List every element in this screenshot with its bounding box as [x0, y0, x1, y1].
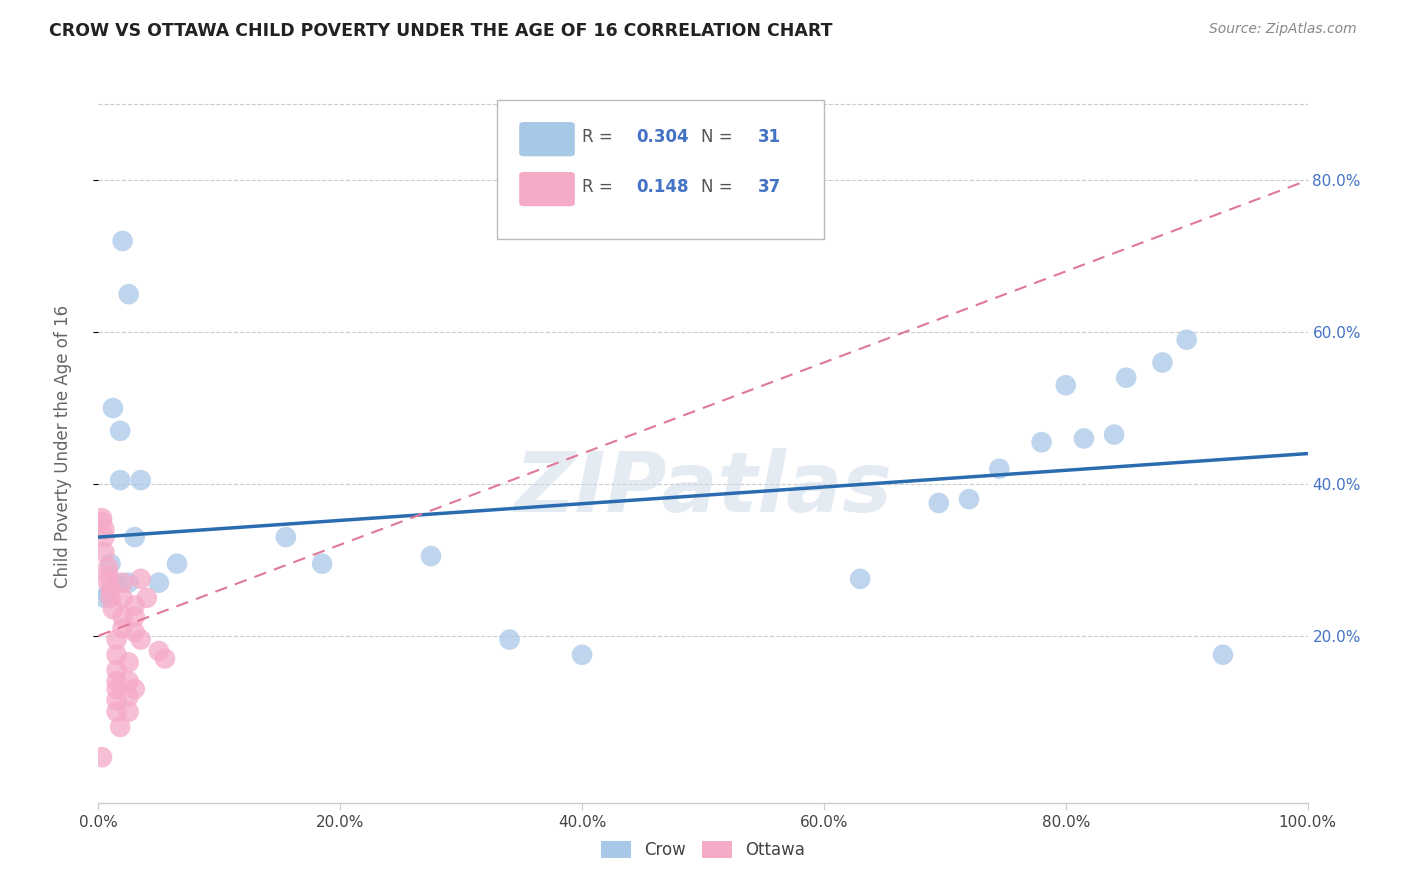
Point — [274, 530, 297, 544]
Text: 0.304: 0.304 — [637, 128, 689, 146]
Legend: Crow, Ottawa: Crow, Ottawa — [593, 834, 813, 866]
Y-axis label: Child Poverty Under the Age of 16: Child Poverty Under the Age of 16 — [53, 304, 72, 588]
Text: N =: N = — [700, 178, 738, 196]
Point — [153, 651, 176, 665]
Text: 0.148: 0.148 — [637, 178, 689, 196]
Point — [129, 572, 152, 586]
Point — [97, 568, 120, 582]
Text: ZIPatlas: ZIPatlas — [515, 449, 891, 529]
Point — [1152, 355, 1174, 369]
Point — [118, 287, 141, 301]
Point — [118, 674, 141, 689]
Point — [108, 424, 131, 438]
FancyBboxPatch shape — [519, 122, 575, 156]
Text: N =: N = — [700, 128, 738, 146]
Point — [97, 560, 120, 574]
Point — [311, 557, 333, 571]
Text: R =: R = — [582, 128, 619, 146]
Point — [91, 511, 114, 525]
FancyBboxPatch shape — [498, 100, 824, 239]
Point — [105, 575, 128, 590]
Point — [97, 587, 120, 601]
Point — [105, 674, 128, 689]
Point — [124, 681, 146, 696]
Point — [111, 609, 134, 624]
Point — [166, 557, 188, 571]
Point — [97, 575, 120, 590]
Point — [118, 656, 141, 670]
Point — [849, 572, 872, 586]
Point — [129, 473, 152, 487]
Point — [93, 591, 115, 605]
Point — [111, 234, 134, 248]
Point — [100, 583, 122, 598]
Point — [571, 648, 593, 662]
Text: Source: ZipAtlas.com: Source: ZipAtlas.com — [1209, 22, 1357, 37]
Point — [100, 591, 122, 605]
Point — [124, 599, 146, 613]
Point — [988, 462, 1011, 476]
Text: R =: R = — [582, 178, 623, 196]
Point — [1175, 333, 1198, 347]
Point — [1212, 648, 1234, 662]
Point — [91, 515, 114, 529]
Point — [111, 591, 134, 605]
Text: 31: 31 — [758, 128, 780, 146]
Point — [105, 632, 128, 647]
Point — [1054, 378, 1077, 392]
Point — [957, 492, 980, 507]
Point — [124, 625, 146, 640]
Point — [1031, 435, 1053, 450]
Point — [93, 545, 115, 559]
Point — [118, 705, 141, 719]
Point — [928, 496, 950, 510]
Point — [111, 575, 134, 590]
Point — [135, 591, 157, 605]
Point — [420, 549, 443, 563]
Point — [101, 401, 124, 415]
Point — [1115, 370, 1137, 384]
Point — [93, 530, 115, 544]
Point — [148, 644, 170, 658]
Point — [105, 648, 128, 662]
Point — [1102, 427, 1125, 442]
Point — [105, 705, 128, 719]
Point — [105, 681, 128, 696]
Point — [108, 473, 131, 487]
Point — [93, 523, 115, 537]
Point — [118, 690, 141, 704]
Point — [111, 621, 134, 635]
FancyBboxPatch shape — [519, 172, 575, 206]
Point — [100, 557, 122, 571]
Point — [105, 693, 128, 707]
Point — [148, 575, 170, 590]
Point — [108, 720, 131, 734]
Point — [498, 632, 520, 647]
Point — [101, 602, 124, 616]
Point — [118, 575, 141, 590]
Point — [124, 530, 146, 544]
Text: CROW VS OTTAWA CHILD POVERTY UNDER THE AGE OF 16 CORRELATION CHART: CROW VS OTTAWA CHILD POVERTY UNDER THE A… — [49, 22, 832, 40]
Point — [129, 632, 152, 647]
Point — [91, 750, 114, 764]
Point — [105, 663, 128, 677]
Point — [1073, 431, 1095, 445]
Point — [124, 609, 146, 624]
Text: 37: 37 — [758, 178, 780, 196]
